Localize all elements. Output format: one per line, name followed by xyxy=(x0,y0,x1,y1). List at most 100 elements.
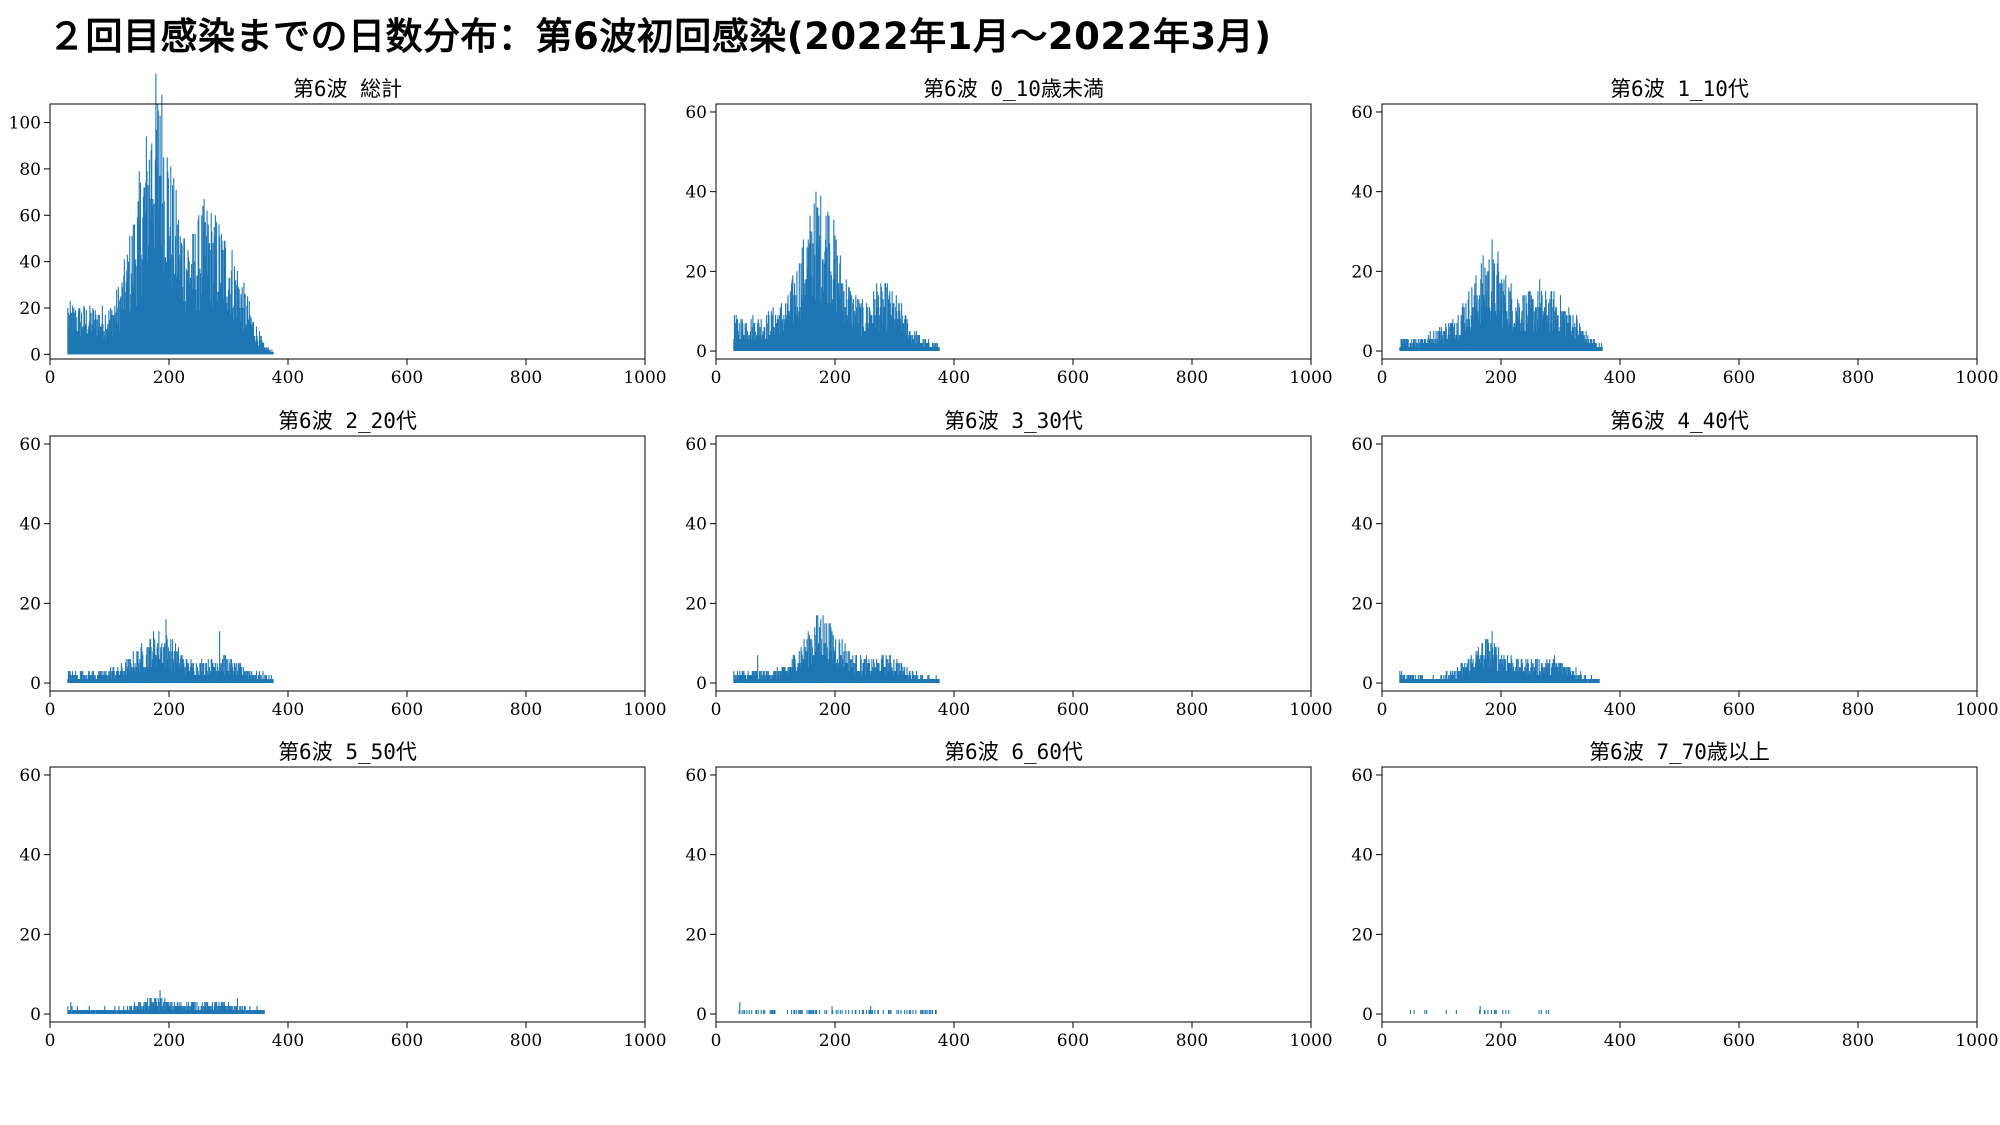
bar xyxy=(782,667,784,684)
bar xyxy=(161,643,163,684)
bar xyxy=(1575,327,1577,352)
bar xyxy=(78,1010,80,1015)
bar xyxy=(86,1010,89,1015)
bar xyxy=(871,667,874,684)
bar xyxy=(98,326,100,355)
bar xyxy=(129,659,131,684)
bar xyxy=(885,283,887,352)
bar xyxy=(254,675,256,684)
bar xyxy=(1405,343,1407,352)
bar xyxy=(131,1010,133,1015)
bar xyxy=(871,1010,874,1015)
bar xyxy=(188,663,190,684)
bar xyxy=(1458,335,1460,352)
bar xyxy=(1515,311,1518,352)
bar xyxy=(114,675,116,684)
bar xyxy=(858,671,860,684)
bar xyxy=(1503,279,1505,352)
bar xyxy=(77,1010,79,1015)
bar xyxy=(129,310,131,355)
bar xyxy=(86,333,89,355)
bar xyxy=(1493,271,1495,352)
bar xyxy=(1577,331,1579,352)
bar xyxy=(75,310,77,355)
bar xyxy=(781,323,783,352)
bar xyxy=(1529,291,1531,352)
bar xyxy=(72,1010,74,1015)
bar xyxy=(211,1010,213,1015)
bar xyxy=(830,651,832,684)
bar xyxy=(217,1006,219,1015)
bar xyxy=(1482,283,1484,352)
y-tick-label: 0 xyxy=(30,345,41,365)
bar xyxy=(1496,275,1498,352)
bar xyxy=(243,282,245,355)
bar xyxy=(254,1010,256,1015)
bar xyxy=(1433,343,1435,352)
bar xyxy=(167,647,169,684)
bar xyxy=(807,239,809,352)
bar xyxy=(169,226,171,355)
bar xyxy=(103,675,105,684)
bar xyxy=(843,291,845,352)
bar xyxy=(840,655,842,684)
bar xyxy=(1488,667,1490,684)
bar xyxy=(899,319,901,352)
bar xyxy=(837,1010,839,1015)
bar xyxy=(1444,331,1446,352)
bar xyxy=(117,1010,119,1015)
bar xyxy=(81,1010,83,1015)
bar xyxy=(1453,339,1455,352)
bar xyxy=(736,671,738,684)
bar xyxy=(72,1010,74,1015)
bar xyxy=(773,1010,775,1015)
y-tick-label: 60 xyxy=(19,766,41,786)
bar xyxy=(1408,679,1410,684)
bar xyxy=(120,1010,122,1015)
bar xyxy=(1549,299,1551,352)
bar xyxy=(233,675,235,684)
bar xyxy=(835,279,837,352)
bar xyxy=(1471,307,1473,352)
bar xyxy=(270,675,272,684)
bar xyxy=(219,1006,221,1015)
bar xyxy=(749,339,751,352)
bar xyxy=(841,1010,843,1015)
bar xyxy=(1444,679,1446,684)
bar xyxy=(223,240,225,355)
bar xyxy=(130,1010,132,1015)
bar xyxy=(896,659,898,684)
bar xyxy=(220,1006,222,1015)
bar xyxy=(794,659,796,684)
bar xyxy=(1531,299,1533,352)
bar xyxy=(120,671,122,684)
bar xyxy=(1467,327,1469,352)
bar xyxy=(1425,679,1427,684)
bar xyxy=(1521,311,1523,352)
bar xyxy=(1565,667,1567,684)
bar xyxy=(1545,1010,1547,1015)
bar xyxy=(191,1002,193,1015)
bar xyxy=(799,1010,801,1015)
bar xyxy=(914,675,916,684)
bar xyxy=(116,289,118,355)
bar xyxy=(195,1010,197,1015)
bar xyxy=(757,319,759,352)
bar xyxy=(849,299,851,352)
bar xyxy=(826,303,828,352)
bar xyxy=(1490,643,1492,684)
bar xyxy=(1565,335,1567,352)
bar xyxy=(116,671,118,684)
bar xyxy=(152,199,154,355)
bar xyxy=(242,675,244,684)
bar xyxy=(189,1006,191,1015)
bar xyxy=(1570,315,1572,352)
bar xyxy=(901,303,903,352)
bar xyxy=(213,667,215,684)
bar xyxy=(177,1006,180,1015)
bar xyxy=(1429,679,1431,684)
subplot-title: 第6波 0_10歳未満 xyxy=(923,77,1104,101)
bar xyxy=(851,667,853,684)
bar xyxy=(89,675,92,684)
bar xyxy=(155,655,157,684)
